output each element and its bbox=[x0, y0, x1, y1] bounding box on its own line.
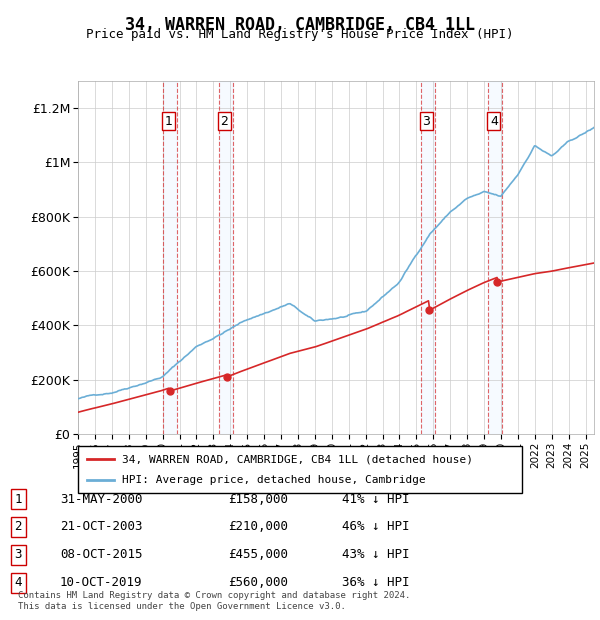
Text: 36% ↓ HPI: 36% ↓ HPI bbox=[342, 577, 409, 589]
Bar bbox=[163, 81, 176, 434]
Text: 08-OCT-2015: 08-OCT-2015 bbox=[60, 549, 143, 561]
Bar bbox=[421, 81, 434, 434]
Text: 1: 1 bbox=[14, 493, 22, 505]
Text: 10-OCT-2019: 10-OCT-2019 bbox=[60, 577, 143, 589]
Text: Contains HM Land Registry data © Crown copyright and database right 2024.
This d: Contains HM Land Registry data © Crown c… bbox=[18, 591, 410, 611]
Text: 21-OCT-2003: 21-OCT-2003 bbox=[60, 521, 143, 533]
Text: 31-MAY-2000: 31-MAY-2000 bbox=[60, 493, 143, 505]
Text: HPI: Average price, detached house, Cambridge: HPI: Average price, detached house, Camb… bbox=[122, 475, 426, 485]
Text: 3: 3 bbox=[14, 549, 22, 561]
Text: 4: 4 bbox=[14, 577, 22, 589]
Text: 1: 1 bbox=[164, 115, 172, 128]
Text: 43% ↓ HPI: 43% ↓ HPI bbox=[342, 549, 409, 561]
FancyBboxPatch shape bbox=[78, 446, 522, 493]
Text: 34, WARREN ROAD, CAMBRIDGE, CB4 1LL: 34, WARREN ROAD, CAMBRIDGE, CB4 1LL bbox=[125, 16, 475, 33]
Text: £560,000: £560,000 bbox=[228, 577, 288, 589]
Text: £158,000: £158,000 bbox=[228, 493, 288, 505]
Text: 2: 2 bbox=[14, 521, 22, 533]
Text: £210,000: £210,000 bbox=[228, 521, 288, 533]
Text: £455,000: £455,000 bbox=[228, 549, 288, 561]
Bar bbox=[488, 81, 502, 434]
Text: 41% ↓ HPI: 41% ↓ HPI bbox=[342, 493, 409, 505]
Text: 3: 3 bbox=[422, 115, 430, 128]
Text: 4: 4 bbox=[490, 115, 498, 128]
Text: 2: 2 bbox=[221, 115, 229, 128]
Text: 46% ↓ HPI: 46% ↓ HPI bbox=[342, 521, 409, 533]
Text: Price paid vs. HM Land Registry's House Price Index (HPI): Price paid vs. HM Land Registry's House … bbox=[86, 28, 514, 41]
Bar bbox=[219, 81, 233, 434]
Text: 34, WARREN ROAD, CAMBRIDGE, CB4 1LL (detached house): 34, WARREN ROAD, CAMBRIDGE, CB4 1LL (det… bbox=[122, 454, 473, 464]
